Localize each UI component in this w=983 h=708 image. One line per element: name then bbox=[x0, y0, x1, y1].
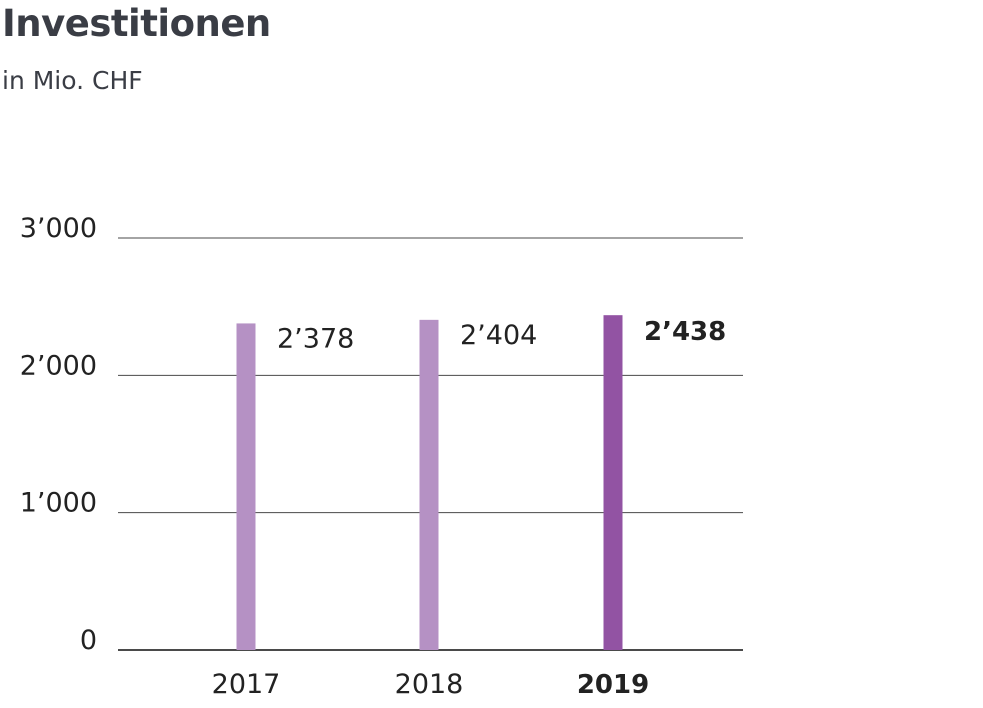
value-label-2017: 2’378 bbox=[277, 323, 354, 354]
y-tick-label-2000: 2’000 bbox=[20, 350, 97, 381]
bar-2018 bbox=[419, 319, 439, 650]
chart-title: Investitionen bbox=[2, 2, 271, 45]
y-tick-label-1000: 1’000 bbox=[20, 488, 97, 519]
value-label-2019: 2’438 bbox=[644, 317, 726, 347]
y-tick-label-3000: 3’000 bbox=[20, 213, 97, 244]
x-tick-label-2018: 2018 bbox=[395, 669, 464, 700]
chart-subtitle: in Mio. CHF bbox=[2, 66, 143, 95]
bar-2017 bbox=[236, 323, 256, 650]
value-label-2018: 2’404 bbox=[460, 320, 537, 351]
y-tick-label-0: 0 bbox=[80, 625, 97, 656]
x-tick-label-2017: 2017 bbox=[212, 669, 281, 700]
x-tick-label-2019: 2019 bbox=[577, 670, 649, 700]
bar-2019 bbox=[603, 315, 623, 650]
